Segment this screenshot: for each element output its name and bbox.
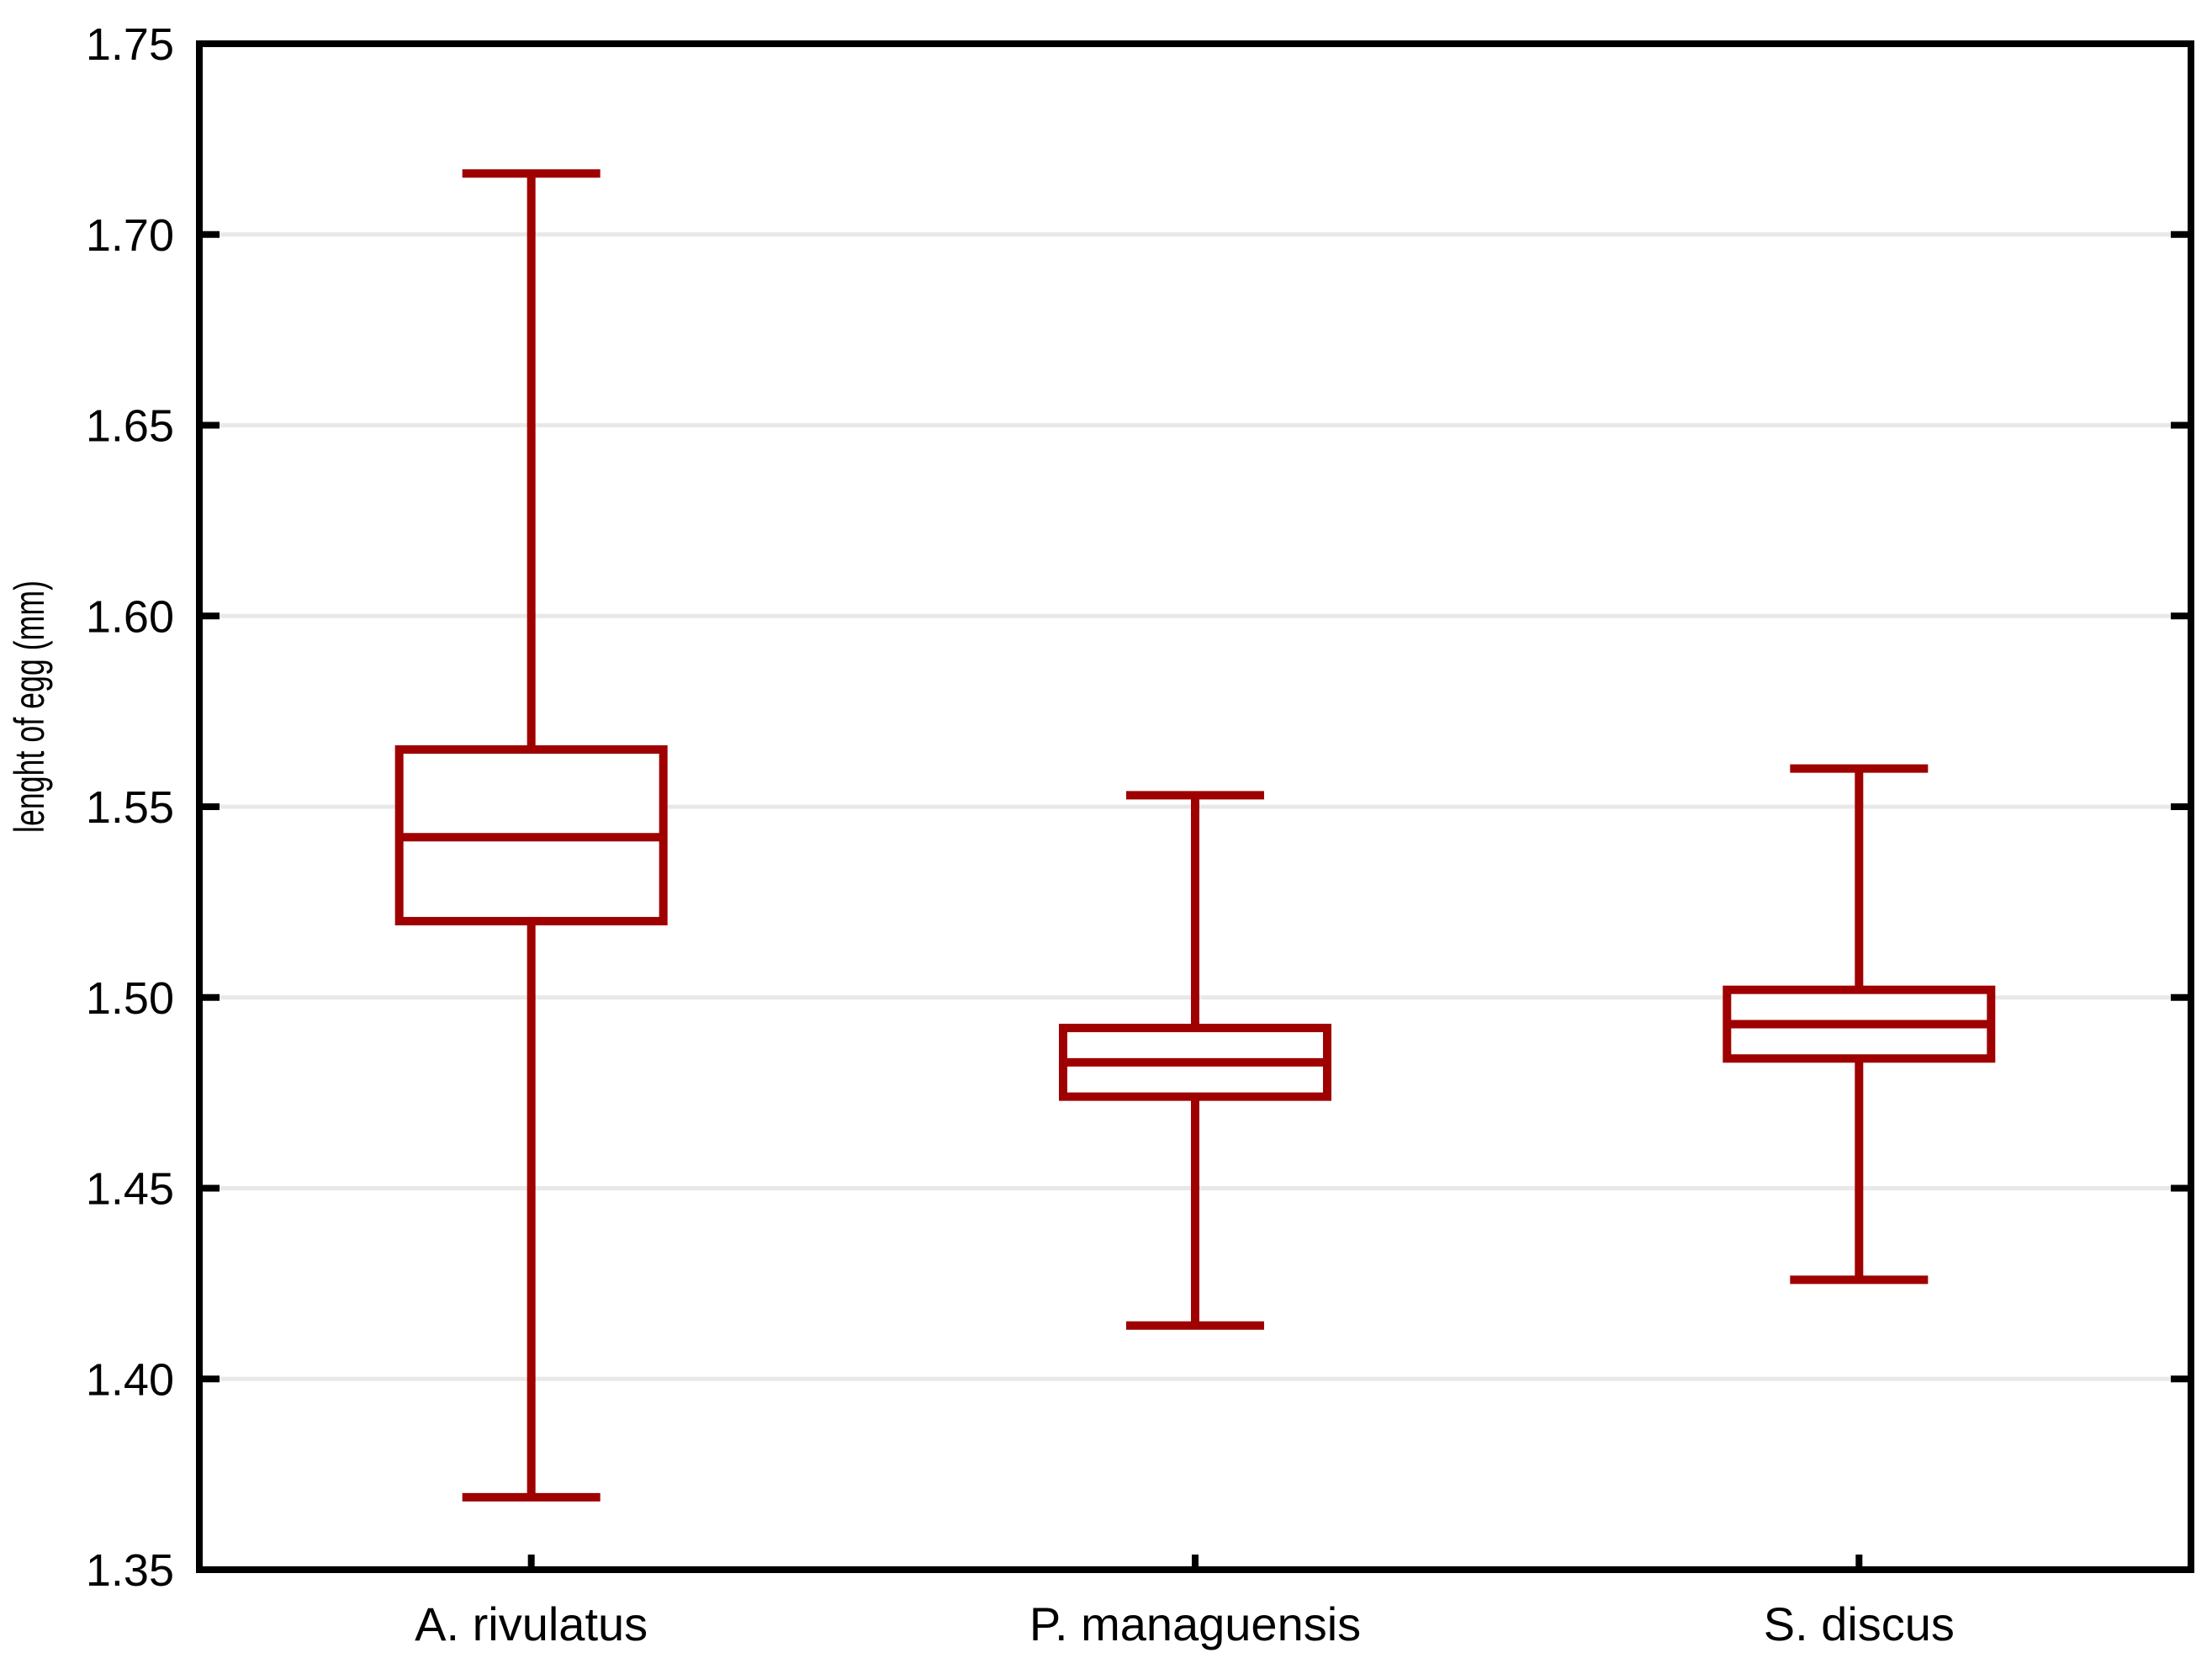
box-group-a-rivulatus: [394, 169, 668, 1502]
x-category-label: S. discus: [1764, 1597, 1955, 1650]
y-tick-label: 1.45: [86, 1164, 174, 1215]
y-tick-label: 1.50: [86, 973, 174, 1024]
plot-border: [196, 40, 2194, 1573]
y-tick-label: 1.40: [86, 1354, 174, 1405]
y-tick-label: 1.65: [86, 401, 174, 452]
y-tick-label: 1.55: [86, 782, 174, 833]
box-group-p-managuensis: [1059, 791, 1331, 1330]
box-group-s-discus: [1723, 764, 1996, 1285]
y-tick-label: 1.35: [86, 1545, 174, 1596]
y-tick-label: 1.70: [86, 210, 174, 261]
x-category-label: A. rivulatus: [415, 1597, 648, 1650]
y-axis-title: lenght of egg (mm): [6, 580, 53, 833]
y-tick-label: 1.75: [86, 19, 174, 70]
x-category-label: P. managuensis: [1029, 1597, 1361, 1650]
y-tick-label: 1.60: [86, 591, 174, 642]
